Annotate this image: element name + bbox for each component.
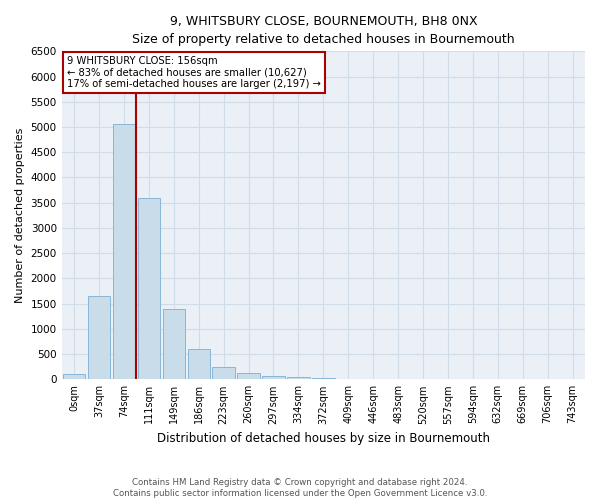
Bar [262,376,285,380]
Bar [63,374,85,380]
Bar [287,378,310,380]
Bar [113,124,135,380]
Title: 9, WHITSBURY CLOSE, BOURNEMOUTH, BH8 0NX
Size of property relative to detached h: 9, WHITSBURY CLOSE, BOURNEMOUTH, BH8 0NX… [132,15,515,46]
Text: 9 WHITSBURY CLOSE: 156sqm
← 83% of detached houses are smaller (10,627)
17% of s: 9 WHITSBURY CLOSE: 156sqm ← 83% of detac… [67,56,321,90]
Bar [137,198,160,380]
Text: Contains HM Land Registry data © Crown copyright and database right 2024.
Contai: Contains HM Land Registry data © Crown c… [113,478,487,498]
Bar [312,378,335,380]
Bar [238,372,260,380]
Bar [188,349,210,380]
Bar [88,296,110,380]
Y-axis label: Number of detached properties: Number of detached properties [15,128,25,303]
X-axis label: Distribution of detached houses by size in Bournemouth: Distribution of detached houses by size … [157,432,490,445]
Bar [163,308,185,380]
Bar [337,379,359,380]
Bar [212,366,235,380]
